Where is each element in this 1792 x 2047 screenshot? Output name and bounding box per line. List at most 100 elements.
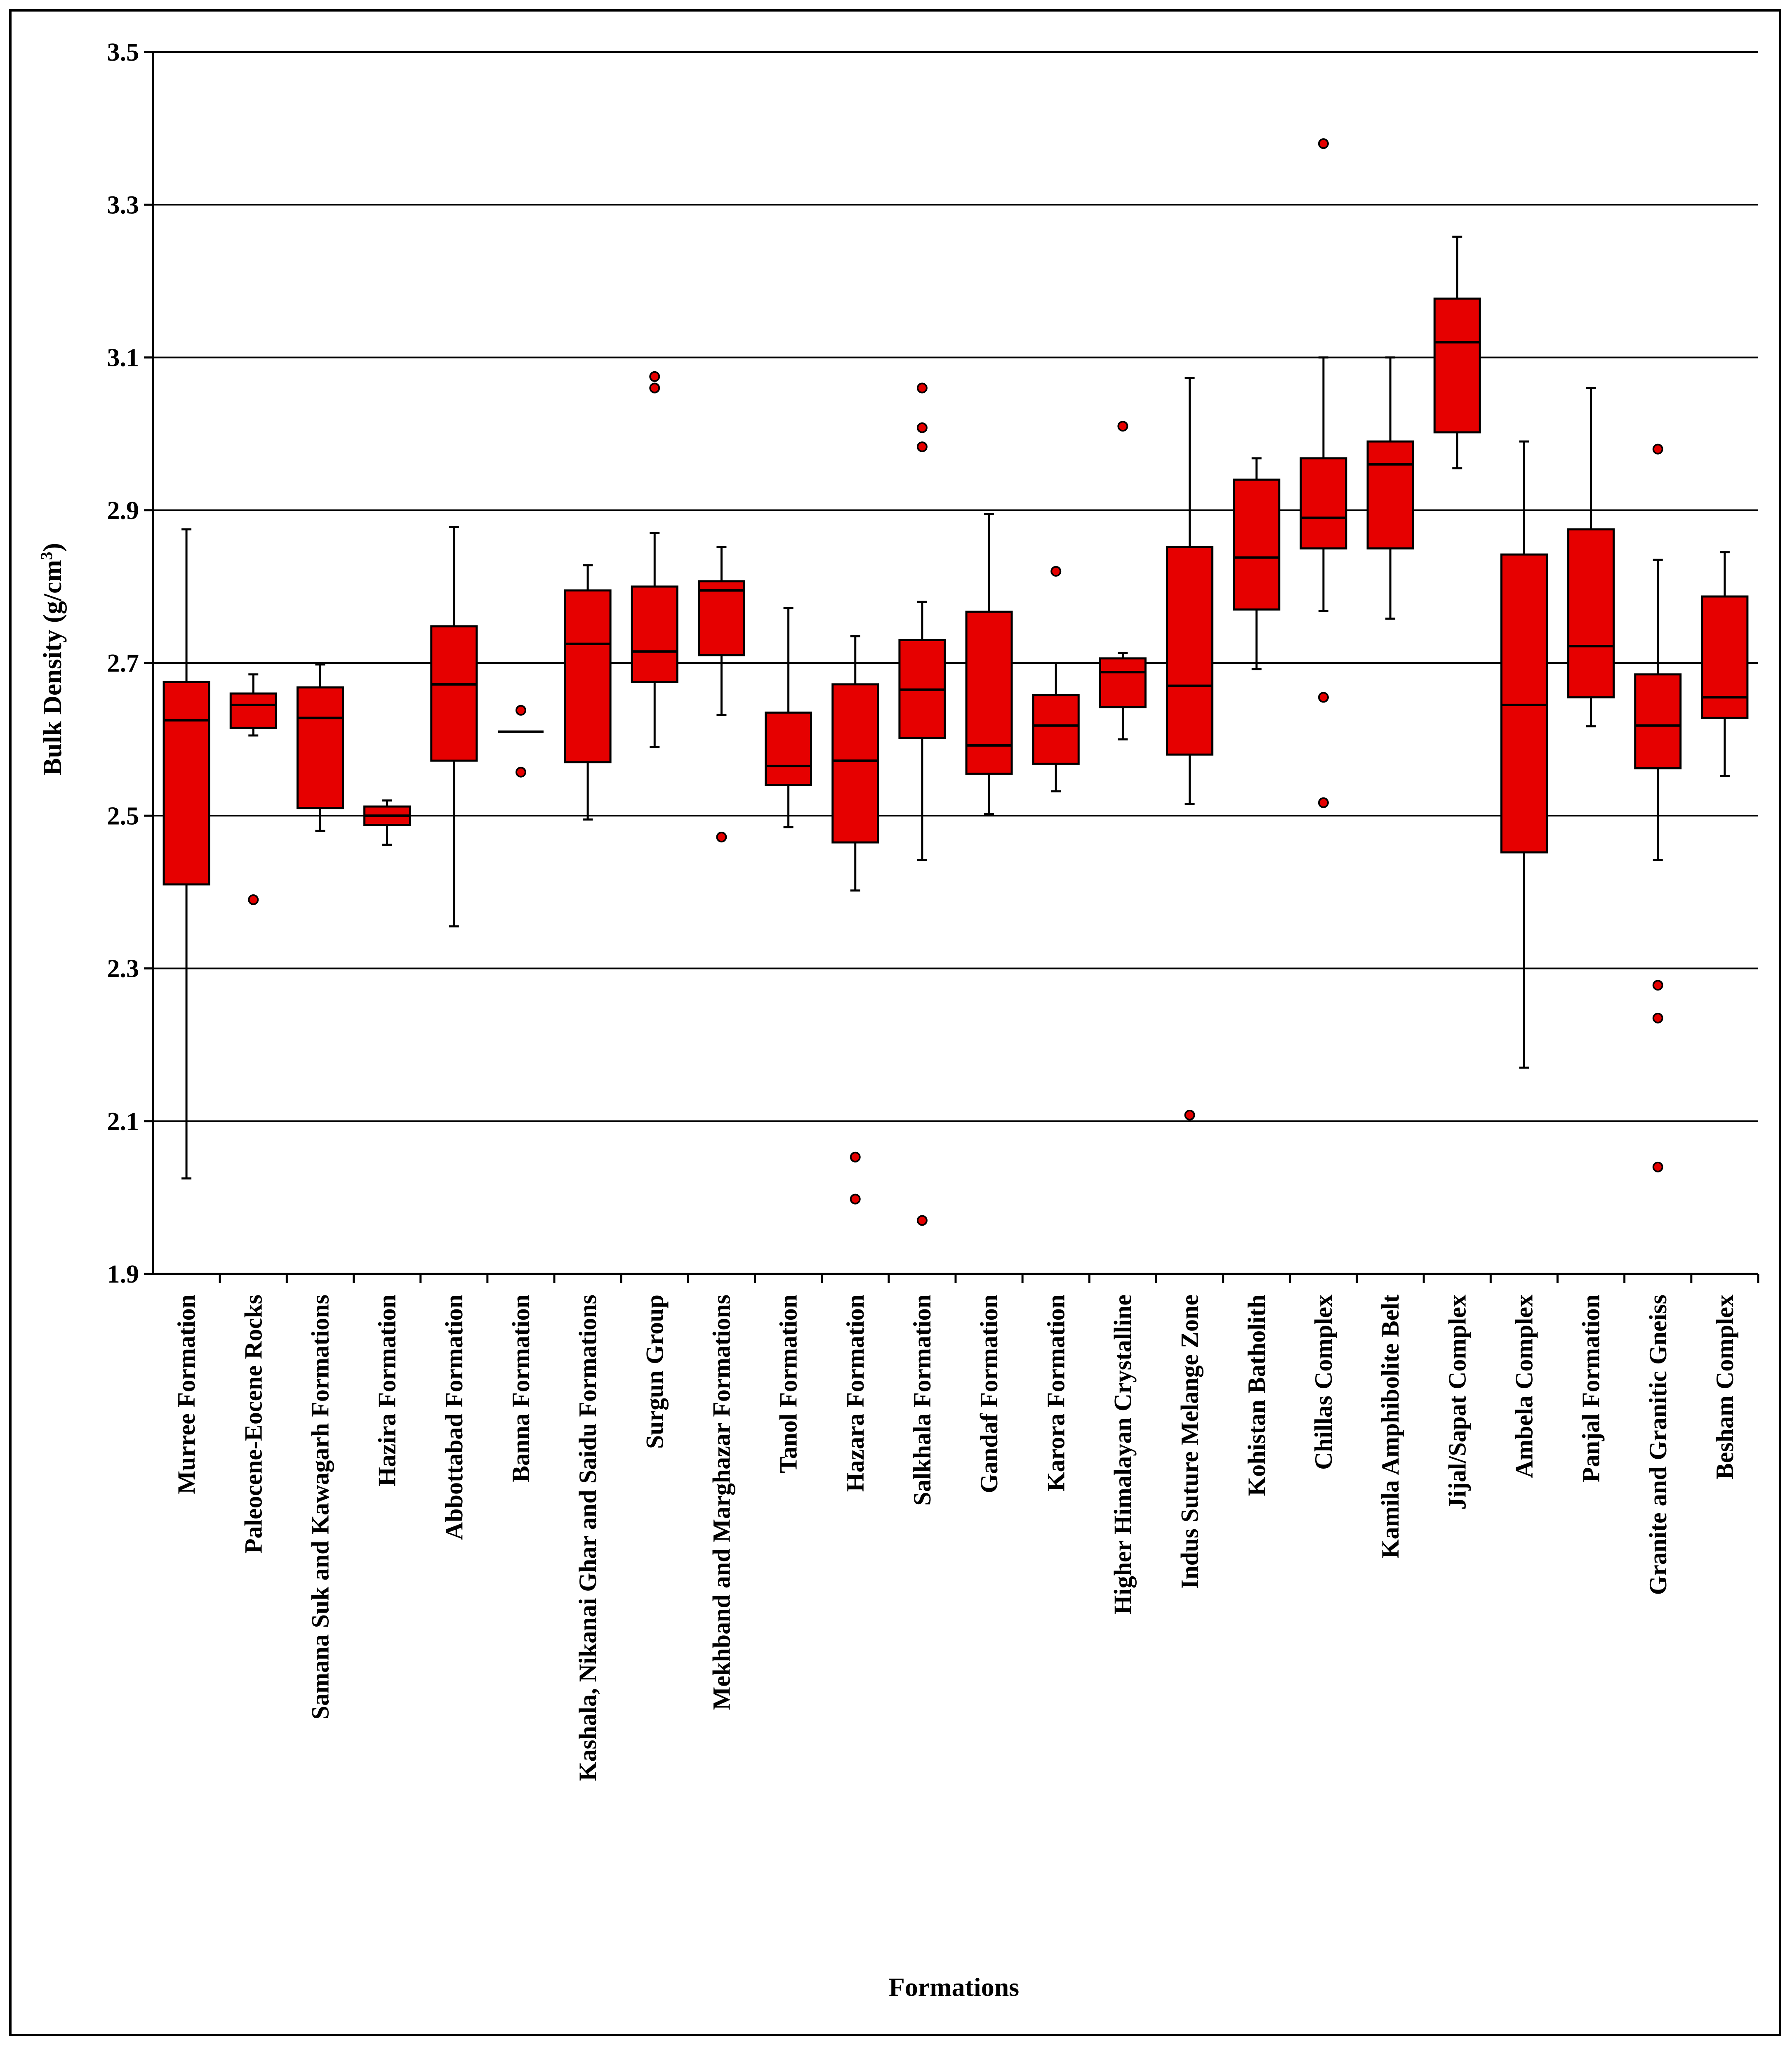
outlier-point bbox=[1318, 797, 1329, 808]
category-label: Jijal/Sapat Complex bbox=[1443, 1295, 1471, 1510]
box-group bbox=[1701, 551, 1749, 777]
box-iqr bbox=[1701, 595, 1749, 719]
y-tick-label: 3.1 bbox=[107, 344, 139, 372]
box-group bbox=[1366, 356, 1414, 620]
box-iqr bbox=[1634, 673, 1682, 769]
box-group bbox=[162, 528, 210, 1180]
category-label: Kashala, Nikanai Ghar and Saidu Formatio… bbox=[574, 1295, 601, 1781]
box-group bbox=[831, 635, 879, 1205]
category-label: Surgun Group bbox=[641, 1295, 668, 1449]
x-axis-title: Formations bbox=[889, 1972, 1019, 2002]
outlier-point bbox=[1318, 692, 1329, 703]
outlier-point bbox=[850, 1151, 861, 1163]
outlier-point bbox=[916, 422, 928, 433]
gridlines bbox=[153, 51, 1758, 1122]
box-group bbox=[1634, 443, 1682, 1172]
outlier-point bbox=[1050, 566, 1062, 577]
box-group bbox=[363, 799, 411, 846]
box-iqr bbox=[229, 692, 277, 729]
outlier-point bbox=[515, 705, 526, 716]
box-group bbox=[1233, 457, 1281, 670]
box-iqr bbox=[831, 683, 879, 844]
labels: 1.9 2.1 2.3 2.5 2.7 2.9 3.1 3.3 3.5 Murree Format… bbox=[107, 38, 1738, 1781]
box-group bbox=[296, 663, 344, 832]
y-axis-title-close: ) bbox=[38, 543, 67, 552]
outlier-point bbox=[1117, 421, 1128, 432]
box-iqr bbox=[1433, 297, 1481, 434]
box-iqr bbox=[765, 711, 812, 786]
y-tick-label: 3.5 bbox=[107, 38, 139, 66]
outlier-point bbox=[1652, 1012, 1663, 1024]
box-iqr bbox=[697, 580, 745, 656]
y-tick-label: 2.1 bbox=[107, 1108, 139, 1136]
category-label: Banna Formation bbox=[507, 1295, 535, 1482]
outlier-point bbox=[649, 371, 660, 382]
box-group bbox=[1500, 440, 1548, 1069]
box-iqr bbox=[631, 585, 678, 683]
category-label: Granite and Granitic Gneiss bbox=[1644, 1295, 1672, 1595]
box-group bbox=[498, 705, 544, 778]
category-label: Hazara Formation bbox=[842, 1295, 869, 1492]
box-iqr bbox=[430, 625, 478, 762]
outlier-point bbox=[649, 382, 660, 394]
outlier-point bbox=[716, 832, 727, 843]
box-group bbox=[965, 513, 1013, 816]
outlier-point bbox=[850, 1193, 861, 1205]
box-iqr bbox=[162, 681, 210, 886]
box-iqr bbox=[1166, 546, 1214, 756]
box-iqr bbox=[965, 611, 1013, 775]
box-group bbox=[697, 546, 745, 843]
category-label: Murree Formation bbox=[173, 1295, 200, 1494]
category-label: Samana Suk and Kawagarh Formations bbox=[306, 1295, 334, 1719]
y-tick-label: 2.3 bbox=[107, 955, 139, 983]
outlier-point bbox=[1652, 1161, 1663, 1172]
box-group bbox=[1567, 387, 1615, 728]
category-label: Hazira Formation bbox=[374, 1295, 401, 1486]
box-group bbox=[1166, 377, 1214, 1120]
box-iqr bbox=[1032, 694, 1080, 765]
outlier-point bbox=[1652, 980, 1663, 991]
category-label: Kamila Amphibolite Belt bbox=[1377, 1295, 1404, 1559]
y-axis-title-sup: 3 bbox=[37, 552, 56, 560]
axes bbox=[144, 51, 1759, 1283]
box-iqr bbox=[1099, 657, 1147, 708]
category-label: Kohistan Batholith bbox=[1243, 1295, 1270, 1496]
category-label: Gandaf Formation bbox=[975, 1295, 1003, 1493]
box-group bbox=[1032, 566, 1080, 792]
y-tick-label: 3.3 bbox=[107, 191, 139, 219]
y-axis-title: Bulk Density (g/cm3) bbox=[37, 543, 67, 776]
category-label: Salkhala Formation bbox=[909, 1295, 936, 1506]
y-tick-label: 1.9 bbox=[107, 1260, 139, 1288]
outlier-point bbox=[916, 441, 928, 453]
category-label: Tanol Formation bbox=[775, 1295, 802, 1473]
box-group bbox=[1099, 421, 1147, 741]
box-iqr bbox=[296, 686, 344, 809]
outlier-point bbox=[1652, 443, 1663, 455]
category-label: Panjal Formation bbox=[1578, 1295, 1605, 1482]
box-group bbox=[898, 382, 946, 1226]
category-label: Besham Complex bbox=[1711, 1295, 1738, 1479]
y-tick-label: 2.5 bbox=[107, 802, 139, 830]
box-iqr bbox=[1500, 553, 1548, 854]
category-label: Indus Suture Melange Zone bbox=[1176, 1295, 1203, 1589]
boxes bbox=[162, 138, 1749, 1226]
box-iqr bbox=[1300, 457, 1347, 549]
box-group bbox=[1300, 138, 1347, 808]
category-label: Ambela Complex bbox=[1510, 1295, 1538, 1478]
y-axis-title-main: Bulk Density (g/cm bbox=[38, 560, 67, 776]
outlier-point bbox=[1318, 138, 1329, 149]
box-iqr bbox=[1366, 440, 1414, 549]
outlier-point bbox=[916, 382, 928, 394]
box-iqr bbox=[1567, 528, 1615, 698]
outlier-point bbox=[916, 1215, 928, 1226]
category-label: Abbottabad Formation bbox=[440, 1295, 468, 1540]
y-tick-label: 2.7 bbox=[107, 649, 139, 677]
box-group bbox=[564, 564, 612, 821]
category-label: Higher Himalayan Crystalline bbox=[1109, 1295, 1136, 1615]
box-group bbox=[1433, 236, 1481, 469]
y-tick-label: 2.9 bbox=[107, 497, 139, 525]
outlier-point bbox=[248, 894, 259, 905]
outlier-point bbox=[1184, 1109, 1195, 1120]
box-group bbox=[631, 371, 678, 748]
box-iqr bbox=[1233, 479, 1281, 611]
